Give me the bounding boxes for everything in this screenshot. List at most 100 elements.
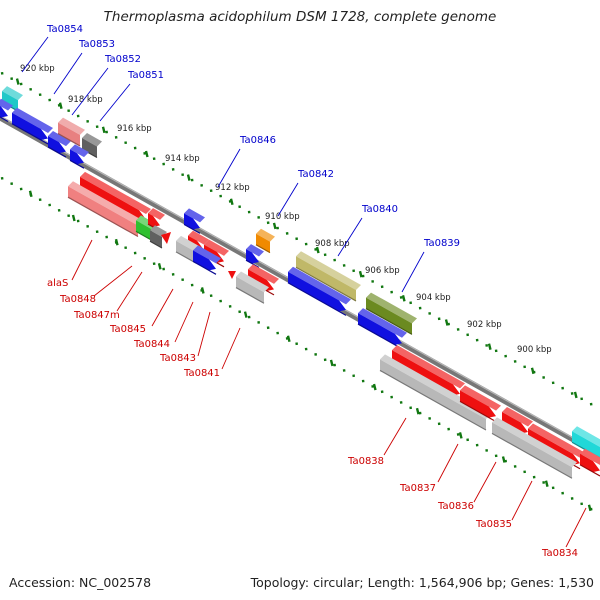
gene-block-grey-top [236,271,269,293]
scale-label: 910 kbp [265,212,300,222]
gene-block-blue-face [246,249,259,264]
gene-block-red-top [148,208,165,220]
gene-block-grey-top [176,235,201,253]
gene-block-orange-face [256,233,270,253]
gene-block-blue-edge [183,223,201,234]
gene-label-ta0835[interactable]: Ta0835 [475,519,512,530]
gene-block-grey [175,235,201,264]
gene-block-grey-face [236,276,264,304]
leader-ta0852 [71,67,109,116]
scale-label: 912 kbp [215,183,250,193]
gene-label-ta0853[interactable]: Ta0853 [78,39,115,50]
gene-label-ta0836[interactable]: Ta0836 [437,501,474,512]
gene-label-ta0848[interactable]: Ta0848 [59,294,96,305]
gene-block-olive-face [296,256,356,301]
leader-ta0853 [53,52,83,95]
gene-label-ta0838[interactable]: Ta0838 [347,456,384,467]
gene-block-grey-face [492,422,572,479]
gene-block-pink-top [58,117,85,135]
major-tick [329,359,334,367]
gene-block-cyan-face [2,91,18,112]
scale-ticks-top [0,71,593,406]
gene-block-blue-top [358,308,407,338]
accession-text: Accession: NC_002578 [9,575,152,590]
major-tick [272,222,277,230]
gene-label-ta0839[interactable]: Ta0839 [423,238,460,249]
major-tick [444,319,449,326]
gene-block-red-top [80,171,151,215]
major-tick [372,383,377,391]
gene-label-ta0834[interactable]: Ta0834 [541,548,578,559]
scale-labels: 920 kbp 918 kbp 916 kbp 914 kbp 912 kbp 910 k… [20,64,552,355]
gene-block-red-small [161,232,171,244]
gene-block-red-top [502,406,533,427]
gene-block-blue-top [193,245,221,264]
gene-block-green-edge [365,308,413,335]
gene-label-ta0851[interactable]: Ta0851 [127,70,164,81]
gene-block-pink-top [68,181,143,226]
gene-block-pink-face [58,122,80,146]
gene-block-blue-edge [192,260,217,275]
scale-label: 900 kbp [517,345,552,355]
gene-block-green-edge [135,230,153,241]
gene-block-red-face [392,350,460,396]
gene-block-red [579,448,600,477]
gene-block-orange [255,228,275,254]
gene-block-green [365,292,417,335]
map-title: Thermoplasma acidophilum DSM 1728, compl… [103,9,497,25]
gene-block-grey-edge [149,240,163,249]
gene-block-grey-face [150,230,162,248]
gene-block-blue-face [193,250,216,271]
gene-block-red-edge [579,464,600,477]
gene-block-green-face [136,220,152,241]
scale-label: 914 kbp [165,154,200,164]
gene-block-grey [491,417,577,479]
gene-label-ta0842[interactable]: Ta0842 [297,169,334,180]
major-tick [415,407,420,415]
gene-block-blue-top [12,107,53,133]
gene-block-blue [357,308,407,350]
gene-label-ta0837[interactable]: Ta0837 [399,483,436,494]
scale-label: 918 kbp [68,95,103,105]
gene-block-red-face [502,411,528,434]
leader-ta0844 [174,301,194,343]
gene-block-red-top [460,385,501,411]
gene-block-grey-face [82,138,97,158]
gene-label-ta0843[interactable]: Ta0843 [159,353,196,364]
major-tick [114,238,119,246]
gene-label-ta0845[interactable]: Ta0845 [109,324,146,335]
gene-block-blue-edge [357,323,403,350]
major-tick [157,263,162,270]
leader-ta0851 [99,83,131,122]
leader-ta0840 [337,217,363,257]
major-tick [501,456,506,463]
gene-label-ta0847m[interactable]: Ta0847m [73,310,120,321]
leader-ta0843 [197,311,211,357]
scale-label: 906 kbp [365,266,400,276]
gene-block-blue [69,144,89,169]
gene-label-ta0854[interactable]: Ta0854 [46,24,83,35]
gene-label-ta0844[interactable]: Ta0844 [133,339,170,350]
gene-block-olive-top [296,251,361,290]
gene-block-red-face [80,176,146,222]
gene-label-alas[interactable]: alaS [47,278,68,289]
major-tick [243,311,248,318]
leader-ta0841 [221,327,241,370]
scale-label: 916 kbp [117,124,152,134]
gene-block-pink [57,117,85,147]
gene-block-grey-edge [491,432,573,479]
label-leader-lines [21,36,587,548]
gene-block-blue-top [288,266,351,305]
gene-block-pink-face [68,186,138,237]
gene-block-red-edge [459,400,497,423]
gene-label-ta0841[interactable]: Ta0841 [183,368,220,379]
gene-label-ta0840[interactable]: Ta0840 [361,204,398,215]
leader-ta0846 [217,148,241,188]
gene-block-grey-edge [175,251,197,264]
major-tick [530,367,535,375]
gene-block-grey [235,271,269,304]
major-tick [573,391,578,399]
gene-label-ta0852[interactable]: Ta0852 [104,54,141,65]
gene-block-cyan-face [572,431,600,458]
gene-label-ta0846[interactable]: Ta0846 [239,135,276,146]
